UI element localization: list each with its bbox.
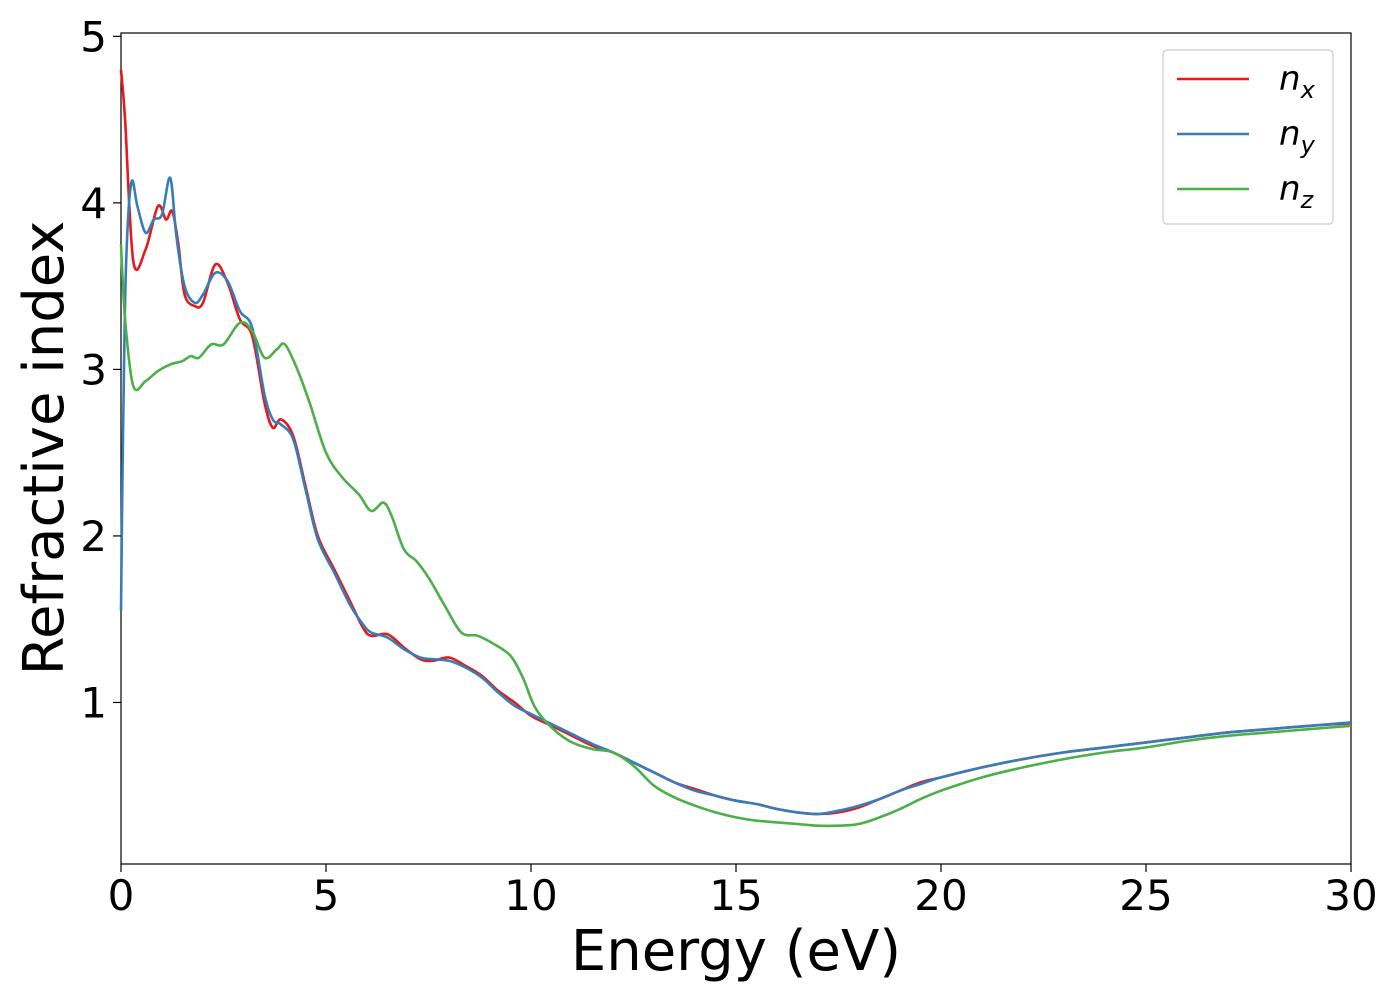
y-axis-ticks: 1 2 3 4 5 xyxy=(80,12,121,727)
x-axis-label: Energy (eV) xyxy=(571,919,901,984)
y-tick-label: 5 xyxy=(80,12,107,61)
y-axis-label: Refractive index xyxy=(12,221,77,676)
series-line-ny xyxy=(119,176,1352,816)
x-tick-label: 15 xyxy=(709,871,762,920)
legend: nx ny nz xyxy=(1162,49,1334,225)
x-tick-label: 30 xyxy=(1324,871,1377,920)
x-tick-label: 10 xyxy=(504,871,557,920)
y-tick-label: 4 xyxy=(80,179,107,228)
x-tick-label: 5 xyxy=(313,871,340,920)
y-tick-label: 3 xyxy=(80,345,107,394)
legend-label-nz: nz xyxy=(1279,169,1315,214)
legend-label-nx: nx xyxy=(1279,59,1316,104)
series-line-nz xyxy=(119,244,1352,828)
y-tick-label: 2 xyxy=(80,512,107,561)
x-axis-ticks: 0 5 10 15 20 25 30 xyxy=(108,864,1378,920)
y-tick-label: 1 xyxy=(80,678,107,727)
legend-label-ny: ny xyxy=(1279,114,1316,159)
x-tick-label: 0 xyxy=(108,871,135,920)
legend-box xyxy=(1162,49,1334,225)
x-tick-label: 25 xyxy=(1119,871,1172,920)
x-tick-label: 20 xyxy=(914,871,967,920)
series-layer xyxy=(119,69,1352,828)
